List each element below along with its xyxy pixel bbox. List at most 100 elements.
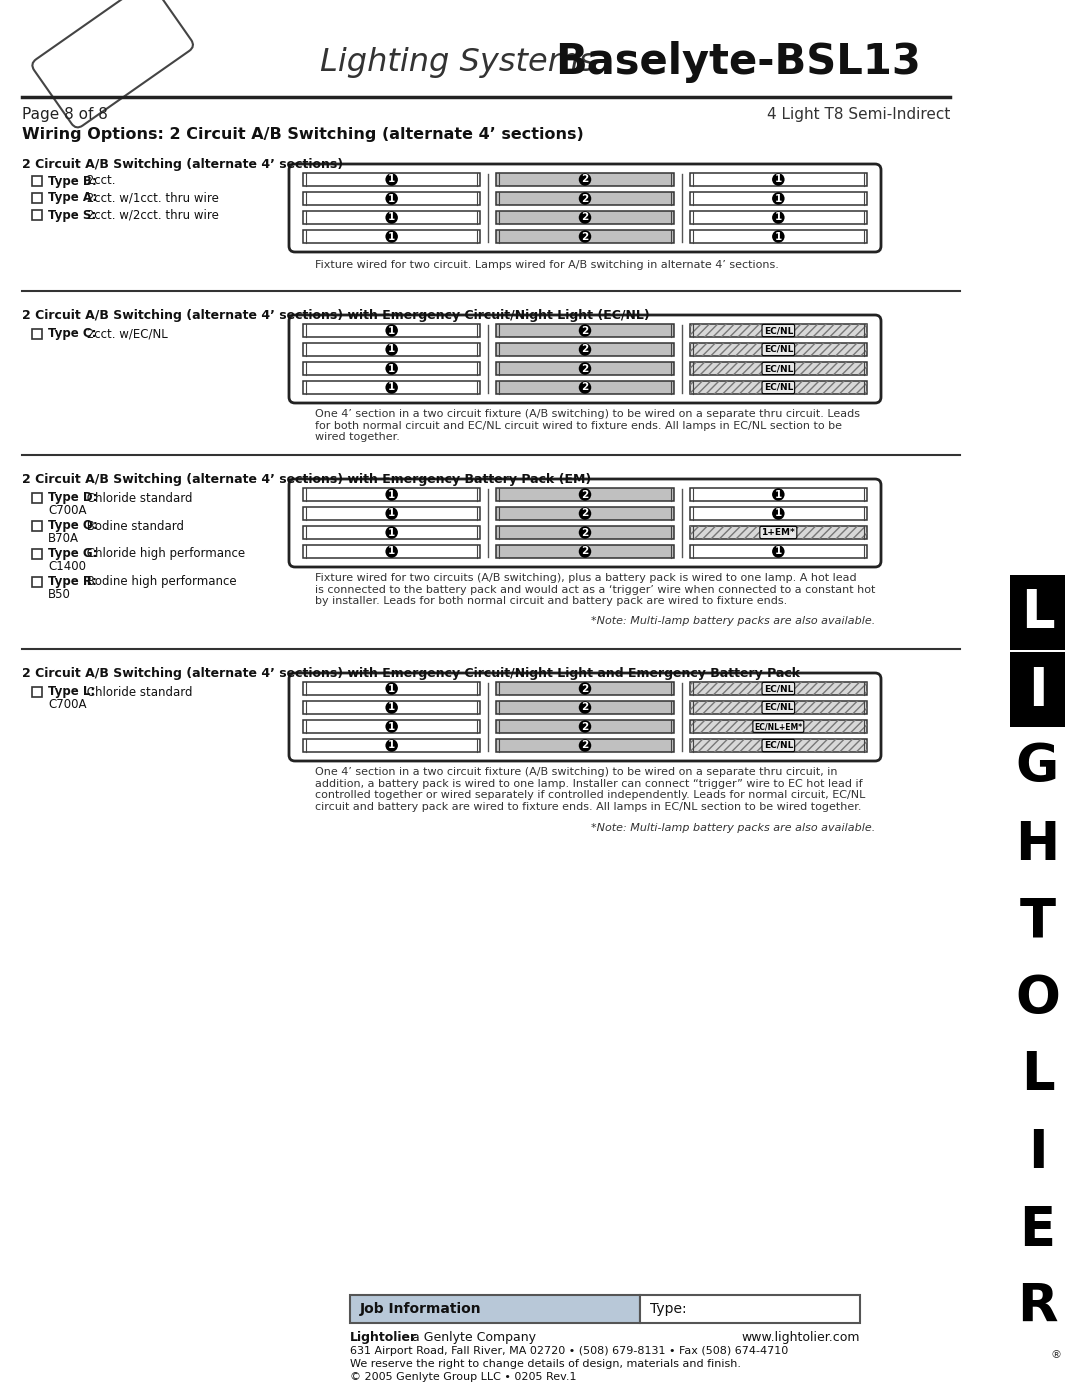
Bar — [690, 682, 867, 694]
Bar — [32, 687, 42, 697]
Bar — [497, 381, 674, 394]
Bar — [690, 191, 867, 205]
Text: I: I — [1028, 665, 1048, 717]
Bar — [303, 344, 481, 356]
Bar — [690, 324, 867, 337]
Bar — [32, 493, 42, 503]
Bar — [690, 344, 867, 356]
Bar — [690, 344, 867, 356]
Bar — [303, 545, 481, 557]
Bar — [303, 488, 481, 502]
Text: 2: 2 — [581, 703, 589, 712]
Text: Bodine standard: Bodine standard — [83, 520, 184, 532]
Text: 1: 1 — [388, 703, 395, 712]
Text: 1: 1 — [388, 683, 395, 693]
Bar — [690, 527, 867, 539]
Text: Chloride standard: Chloride standard — [83, 686, 192, 698]
Bar — [497, 488, 674, 502]
Text: We reserve the right to change details of design, materials and finish.: We reserve the right to change details o… — [350, 1359, 741, 1369]
Text: 1: 1 — [388, 232, 395, 242]
Text: Lighting Systems: Lighting Systems — [320, 46, 606, 77]
Text: Type L:: Type L: — [48, 686, 95, 698]
Bar — [303, 701, 481, 714]
Text: ®: ® — [1050, 1350, 1061, 1361]
Bar — [303, 362, 481, 374]
Text: EC/NL: EC/NL — [764, 685, 793, 693]
Text: 2: 2 — [581, 212, 589, 222]
Bar — [303, 173, 481, 186]
Bar — [690, 231, 867, 243]
Text: Fixture wired for two circuits (A/B switching), plus a battery pack is wired to : Fixture wired for two circuits (A/B swit… — [315, 573, 876, 606]
Bar — [690, 739, 867, 752]
Text: 1: 1 — [774, 212, 782, 222]
Text: 1: 1 — [388, 345, 395, 355]
Bar — [32, 521, 42, 531]
Text: 1: 1 — [388, 363, 395, 373]
Bar — [690, 173, 867, 186]
Bar — [303, 324, 481, 337]
Bar — [690, 701, 867, 714]
Text: EC/NL: EC/NL — [764, 326, 793, 335]
Text: H: H — [1015, 819, 1059, 870]
Text: 1: 1 — [388, 528, 395, 538]
Bar — [690, 362, 867, 374]
Text: 1: 1 — [774, 175, 782, 184]
Bar — [640, 1295, 860, 1323]
FancyBboxPatch shape — [289, 163, 881, 251]
Bar — [690, 527, 867, 539]
Text: R: R — [1017, 1281, 1057, 1333]
Bar — [1010, 652, 1065, 726]
Text: Page 8 of 8: Page 8 of 8 — [22, 106, 108, 122]
Text: Type:: Type: — [650, 1302, 687, 1316]
Text: 1: 1 — [388, 194, 395, 204]
Bar — [690, 719, 867, 733]
Bar — [497, 739, 674, 752]
Text: Type A:: Type A: — [48, 191, 97, 204]
Text: 1: 1 — [388, 175, 395, 184]
Text: a Genlyte Company: a Genlyte Company — [408, 1330, 536, 1344]
Text: EC/NL: EC/NL — [764, 740, 793, 750]
Bar — [497, 701, 674, 714]
Text: *Note: Multi-lamp battery packs are also available.: *Note: Multi-lamp battery packs are also… — [591, 823, 875, 833]
Text: 2: 2 — [581, 232, 589, 242]
Bar — [690, 719, 867, 733]
Polygon shape — [64, 25, 145, 82]
Text: Job Information: Job Information — [360, 1302, 482, 1316]
Text: T: T — [1020, 895, 1055, 947]
Text: 2: 2 — [581, 326, 589, 335]
Text: 1: 1 — [388, 721, 395, 732]
Bar — [690, 324, 867, 337]
Text: Type O:: Type O: — [48, 520, 98, 532]
Text: 1: 1 — [388, 546, 395, 556]
Text: 1: 1 — [388, 212, 395, 222]
Bar — [303, 719, 481, 733]
Text: One 4’ section in a two circuit fixture (A/B switching) to be wired on a separat: One 4’ section in a two circuit fixture … — [315, 409, 860, 443]
Text: 1: 1 — [774, 194, 782, 204]
Text: Baselyte-BSL13: Baselyte-BSL13 — [555, 41, 921, 82]
Text: Type D:: Type D: — [48, 492, 97, 504]
Text: 2: 2 — [581, 740, 589, 750]
Bar — [690, 211, 867, 224]
Bar — [690, 682, 867, 694]
Bar — [303, 231, 481, 243]
Text: 2cct. w/EC/NL: 2cct. w/EC/NL — [83, 327, 167, 341]
Text: 2: 2 — [581, 683, 589, 693]
Bar — [32, 549, 42, 559]
Text: Chloride high performance: Chloride high performance — [83, 548, 245, 560]
Text: 2: 2 — [581, 546, 589, 556]
FancyBboxPatch shape — [289, 479, 881, 567]
Text: Type G:: Type G: — [48, 548, 97, 560]
Bar — [497, 324, 674, 337]
Text: 2cct.: 2cct. — [83, 175, 116, 187]
Bar — [497, 344, 674, 356]
Bar — [303, 739, 481, 752]
Bar — [32, 176, 42, 186]
Bar — [32, 577, 42, 587]
FancyBboxPatch shape — [289, 314, 881, 402]
Bar — [690, 381, 867, 394]
Text: 2 Circuit A/B Switching (alternate 4’ sections): 2 Circuit A/B Switching (alternate 4’ se… — [22, 158, 343, 170]
Bar — [497, 507, 674, 520]
Text: 2: 2 — [581, 528, 589, 538]
Bar — [32, 330, 42, 339]
Bar — [690, 701, 867, 714]
